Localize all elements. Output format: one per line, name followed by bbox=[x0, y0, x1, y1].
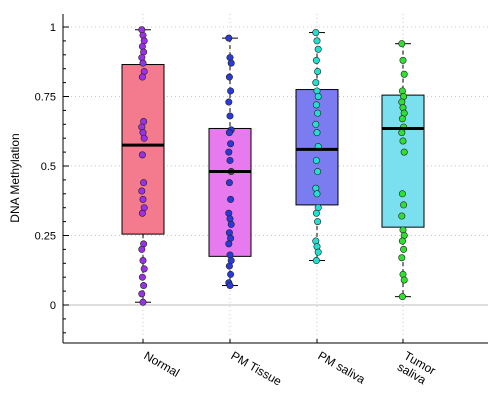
data-point bbox=[312, 29, 320, 37]
data-point bbox=[400, 276, 408, 284]
box-group bbox=[381, 40, 425, 301]
data-point bbox=[140, 179, 148, 187]
data-point bbox=[314, 45, 322, 53]
data-point bbox=[226, 156, 234, 164]
y-tick-label: 0.5 bbox=[41, 161, 56, 173]
y-ticks: 0 0.25 0.5 0.75 1 bbox=[35, 22, 69, 334]
data-point bbox=[226, 112, 234, 120]
data-point bbox=[227, 140, 235, 148]
boxes bbox=[121, 26, 425, 306]
data-point bbox=[400, 70, 408, 78]
data-point bbox=[398, 115, 406, 123]
x-tick-labels: Normal PM Tissue PM saliva Tumorsaliva bbox=[142, 339, 438, 389]
y-tick-label: 0.25 bbox=[35, 231, 56, 243]
y-tick-label: 1 bbox=[50, 22, 56, 34]
data-point bbox=[225, 34, 233, 42]
data-point bbox=[400, 148, 408, 156]
data-point bbox=[225, 240, 233, 248]
data-point bbox=[314, 109, 322, 117]
data-point bbox=[139, 257, 147, 265]
x-tick-label: Normal bbox=[142, 348, 182, 379]
box-group bbox=[208, 34, 252, 290]
data-point bbox=[399, 137, 407, 145]
data-point bbox=[398, 212, 406, 220]
data-point bbox=[138, 290, 146, 298]
data-point bbox=[312, 79, 320, 87]
data-point bbox=[139, 59, 147, 67]
data-point bbox=[140, 282, 148, 290]
box-group bbox=[121, 26, 165, 306]
data-point bbox=[312, 101, 320, 109]
data-point bbox=[225, 129, 233, 137]
data-point bbox=[139, 195, 147, 203]
data-point bbox=[314, 93, 322, 101]
data-point bbox=[312, 209, 320, 217]
y-axis-title: DNA Methylation bbox=[8, 133, 22, 222]
data-point bbox=[312, 156, 320, 164]
data-point bbox=[139, 298, 147, 306]
data-point bbox=[313, 190, 321, 198]
data-point bbox=[398, 237, 406, 245]
x-tick-label: Tumorsaliva bbox=[395, 348, 438, 388]
data-point bbox=[138, 73, 146, 81]
data-point bbox=[227, 59, 235, 67]
data-point bbox=[140, 265, 148, 273]
data-point bbox=[398, 40, 406, 48]
data-point bbox=[140, 134, 148, 142]
data-point bbox=[138, 245, 146, 253]
data-point bbox=[398, 293, 406, 301]
data-point bbox=[398, 129, 406, 137]
data-point bbox=[314, 218, 322, 226]
data-point bbox=[225, 98, 233, 106]
data-point bbox=[225, 262, 233, 270]
y-tick-label: 0.75 bbox=[35, 92, 56, 104]
data-point bbox=[400, 245, 408, 253]
data-point bbox=[138, 151, 146, 159]
data-point bbox=[225, 73, 233, 81]
data-point bbox=[314, 168, 322, 176]
data-point bbox=[312, 56, 320, 64]
data-point bbox=[398, 254, 406, 262]
data-point bbox=[313, 129, 321, 137]
box-group bbox=[295, 29, 339, 265]
data-point bbox=[227, 87, 235, 95]
data-point bbox=[312, 120, 320, 128]
y-tick-label: 0 bbox=[50, 300, 56, 312]
data-point bbox=[227, 220, 235, 228]
x-tick-label: PM saliva bbox=[316, 348, 368, 386]
data-point bbox=[138, 187, 146, 195]
data-point bbox=[225, 179, 233, 187]
data-point bbox=[314, 248, 322, 256]
data-point bbox=[138, 209, 146, 217]
data-point bbox=[313, 37, 321, 45]
data-point bbox=[398, 190, 406, 198]
data-point bbox=[399, 56, 407, 64]
data-point bbox=[225, 148, 233, 156]
data-point bbox=[312, 257, 320, 265]
x-tick-label: PM Tissue bbox=[229, 348, 285, 388]
data-point bbox=[314, 67, 322, 75]
data-point bbox=[138, 273, 146, 281]
data-point bbox=[400, 201, 408, 209]
data-point bbox=[226, 282, 234, 290]
data-point bbox=[227, 195, 235, 203]
data-point bbox=[227, 270, 235, 278]
